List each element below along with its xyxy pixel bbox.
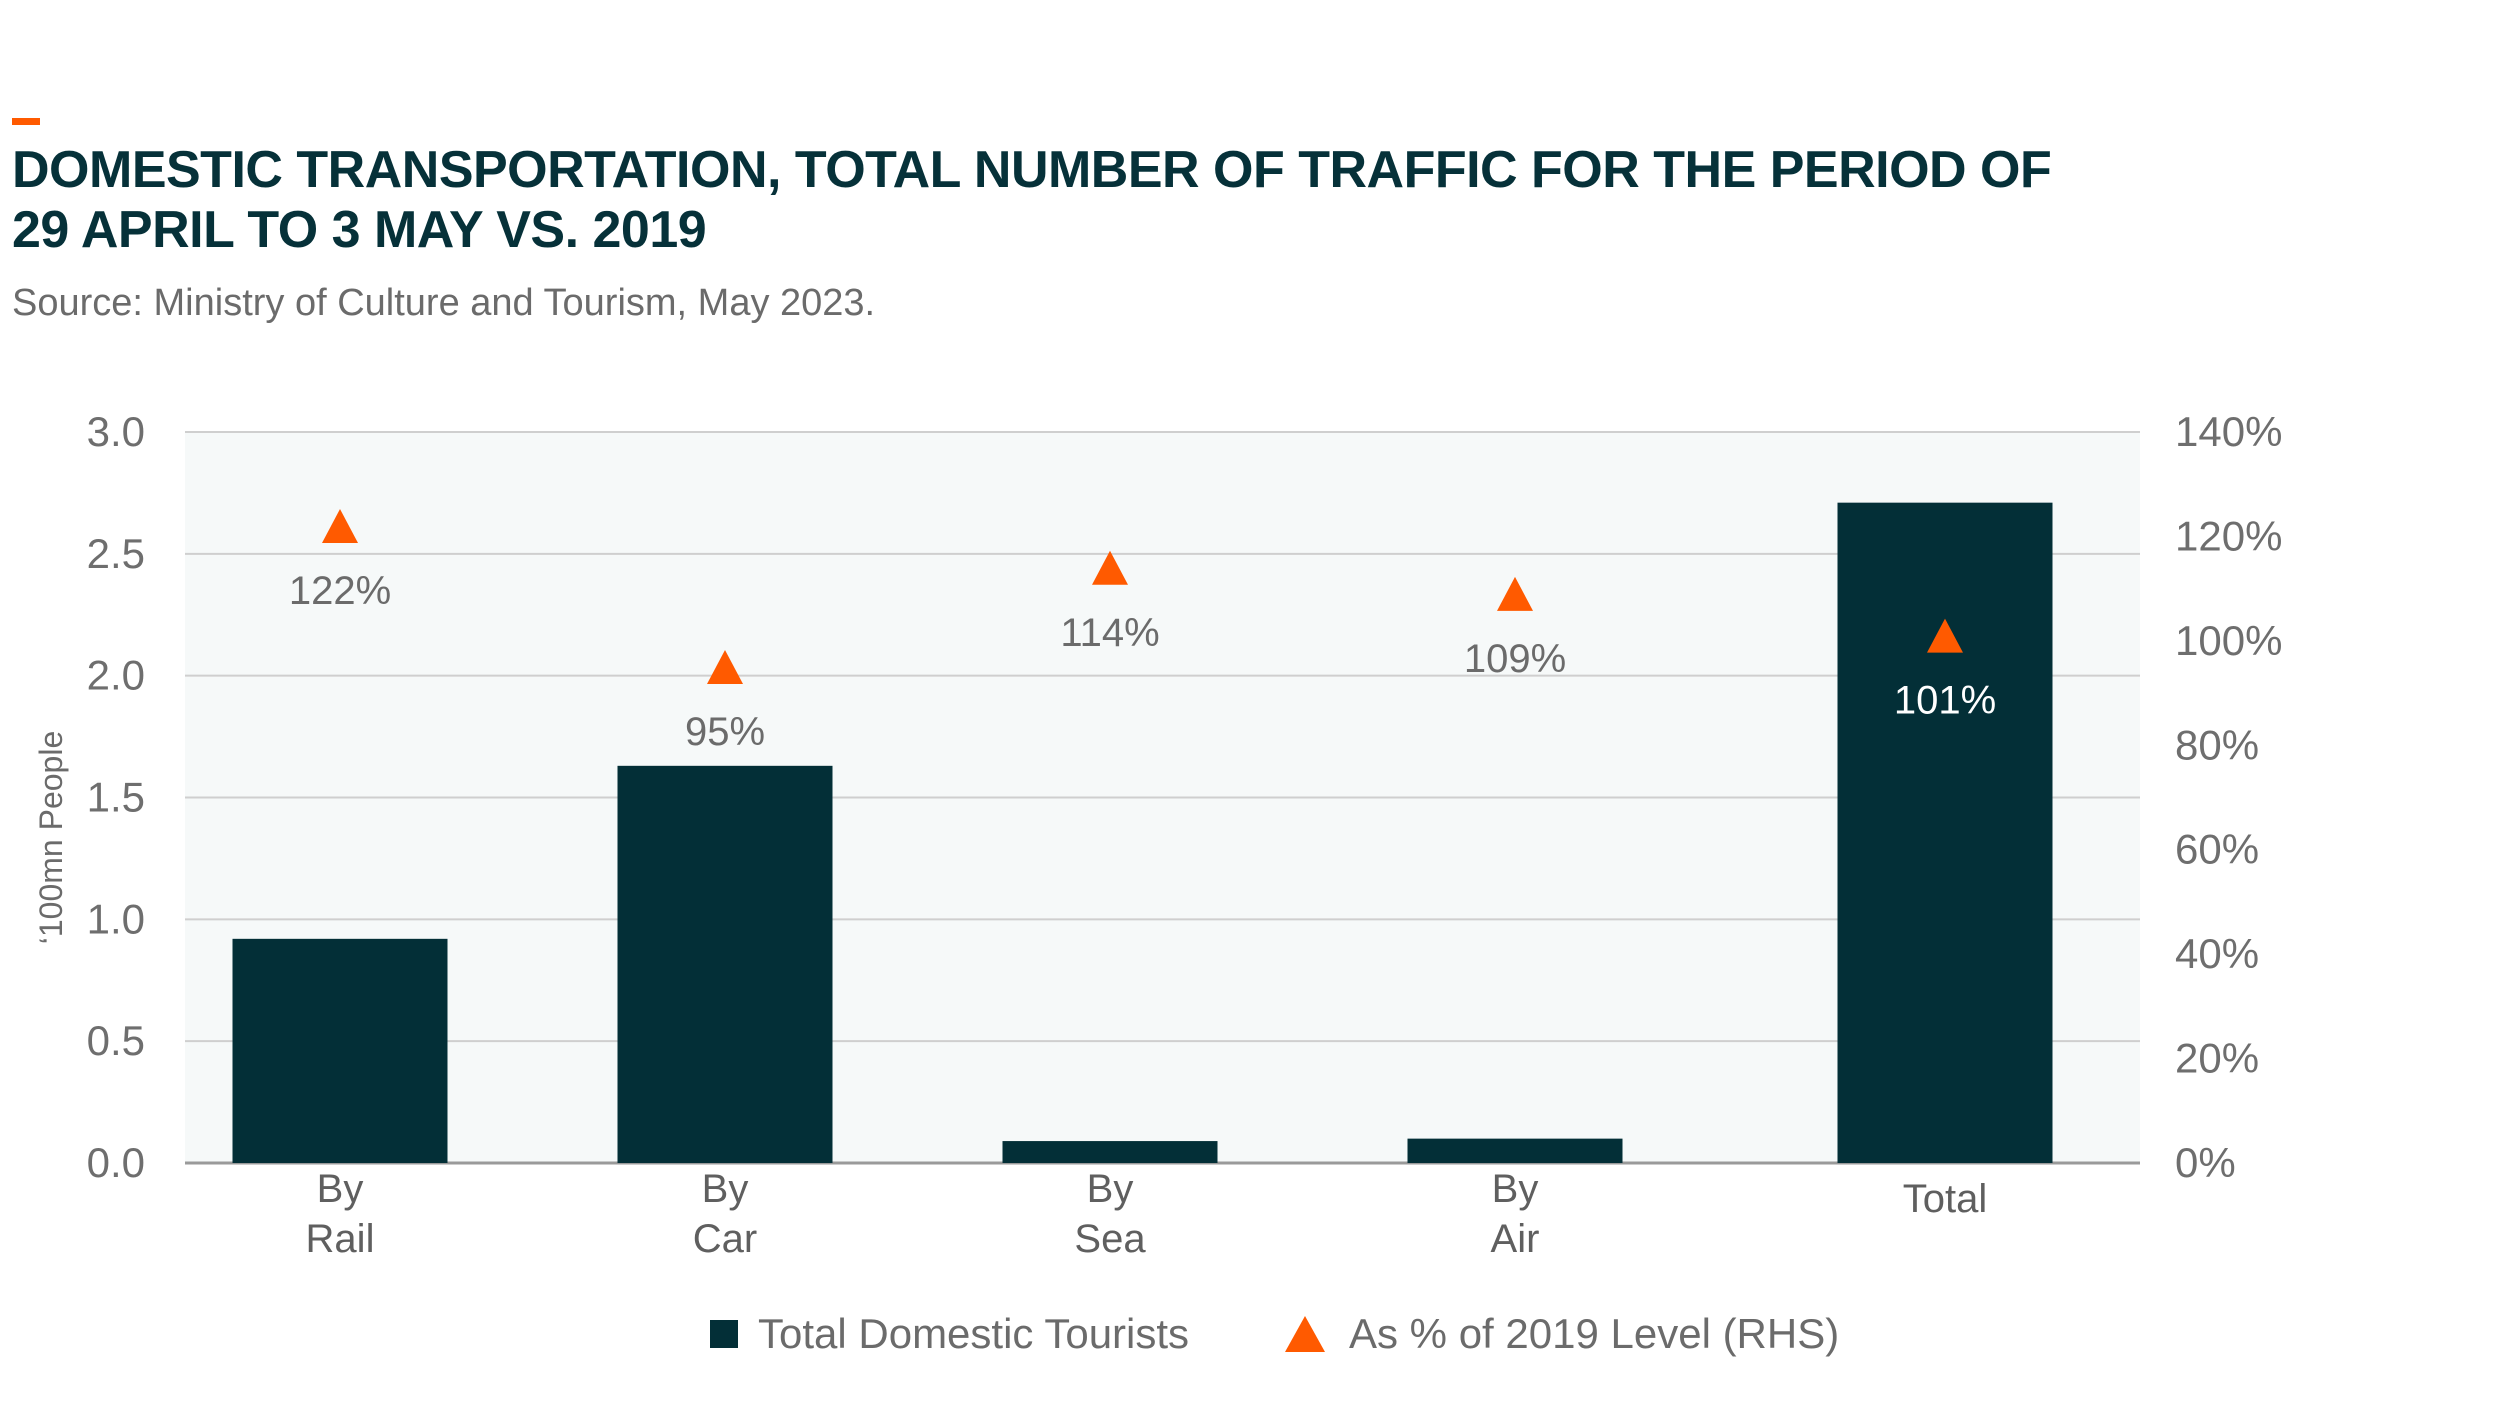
data-label: 114% [1060,611,1159,655]
y2-tick-label: 20% [2175,1035,2259,1082]
data-label: 101% [1894,679,1996,723]
legend-item-markers: As % of 2019 Level (RHS) [1285,1310,1839,1358]
legend-label-markers: As % of 2019 Level (RHS) [1349,1310,1840,1357]
x-category-label: By [1492,1167,1539,1211]
y2-tick-label: 120% [2175,512,2282,559]
y-axis-title: ‘100mn People [33,731,69,944]
chart-title: DOMESTIC TRANSPORTATION, TOTAL NUMBER OF… [12,140,2212,260]
y2-tick-label: 40% [2175,930,2259,977]
y2-tick-label: 100% [2175,617,2282,664]
bar [232,938,448,1163]
bar [1837,502,2053,1163]
y-tick-label: 0.0 [87,1139,145,1186]
y-tick-label: 1.0 [87,895,145,942]
legend-square-icon [710,1320,738,1348]
chart-title-line-1: DOMESTIC TRANSPORTATION, TOTAL NUMBER OF… [12,141,2052,199]
marker-triangle [1092,550,1128,585]
x-category-label: By [702,1167,749,1211]
y-tick-label: 1.5 [87,774,145,821]
bar [617,765,833,1163]
data-label: 122% [289,569,391,613]
legend-triangle-icon [1285,1316,1325,1352]
y-tick-label: 2.0 [87,652,145,699]
bar [1407,1138,1623,1163]
x-category-label: By [317,1167,364,1211]
x-category-label: Sea [1074,1217,1146,1261]
y-tick-label: 0.5 [87,1017,145,1064]
data-label: 95% [685,710,765,754]
marker-triangle [707,649,743,684]
y2-tick-label: 140% [2175,408,2282,455]
x-category-label: Rail [306,1217,375,1261]
x-category-label: Car [693,1217,757,1261]
marker-triangle [322,508,358,543]
legend-label-bars: Total Domestic Tourists [758,1310,1190,1357]
marker-triangle [1497,576,1533,611]
title-accent-bar [12,118,40,125]
data-label: 109% [1464,637,1566,681]
y-tick-label: 2.5 [87,530,145,577]
y2-tick-label: 80% [2175,721,2259,768]
x-category-label: Total [1903,1177,1988,1221]
chart-title-line-2: 29 APRIL TO 3 MAY VS. 2019 [12,201,707,259]
legend-item-bars: Total Domestic Tourists [710,1310,1189,1358]
x-category-label: Air [1491,1217,1540,1261]
chart-legend: Total Domestic Tourists As % of 2019 Lev… [0,1310,2500,1370]
marker-triangle [1927,618,1963,653]
y-tick-label: 3.0 [87,408,145,455]
chart-source: Source: Ministry of Culture and Tourism,… [12,282,876,324]
bar [1002,1141,1218,1163]
x-category-label: By [1087,1167,1134,1211]
y2-tick-label: 0% [2175,1139,2236,1186]
y2-tick-label: 60% [2175,826,2259,873]
